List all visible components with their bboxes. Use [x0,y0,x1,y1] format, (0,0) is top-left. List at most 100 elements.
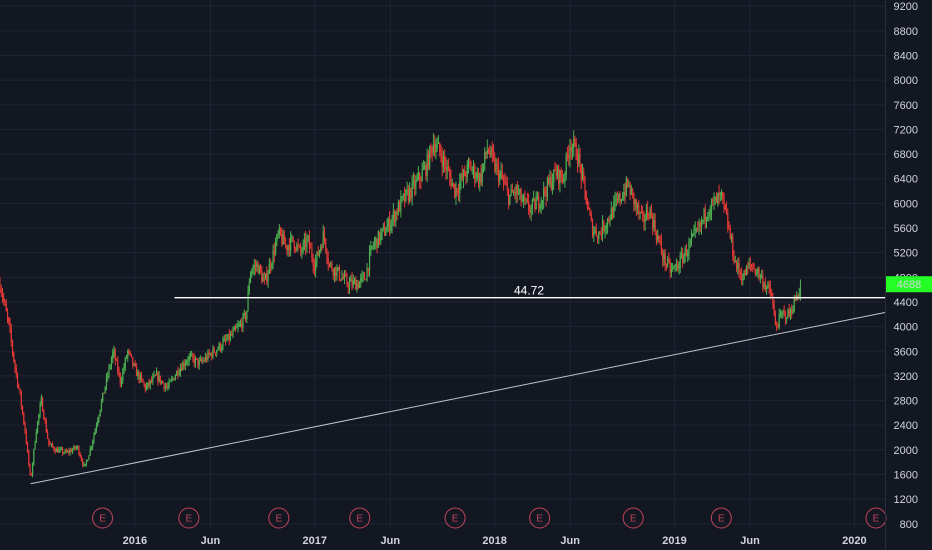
candle-body [407,189,409,201]
candle-body [375,238,377,243]
trend-line [30,311,886,485]
candle-body [606,218,609,227]
candle-body [604,228,606,232]
time-axis[interactable]: 2016 Jun 2017 Jun 2018 Jun 2019 Jun 2020 [123,535,867,547]
candle-body [586,204,589,208]
candle-body [89,448,91,456]
candle-body [268,263,270,275]
candle-body [243,312,245,315]
time-tick-label: 2019 [662,535,686,547]
candle-body [553,169,555,183]
candle-body [108,367,110,376]
candle-body [761,275,763,277]
candle-body [26,443,29,452]
candle-body [395,211,397,222]
last-price-label: 4688 [897,279,921,291]
candle-body [727,214,729,228]
candle-body [140,375,143,379]
candle-body [59,449,61,451]
candle-body [93,434,95,442]
candle-body [535,200,537,210]
candle-body [397,202,399,215]
candle-body [687,252,689,256]
candle-body [402,194,404,197]
candle-body [730,236,733,239]
candle-body [43,411,45,419]
candle-body [41,397,44,412]
candle-body [60,449,62,451]
candle-body [214,352,217,354]
candle-body [424,165,426,169]
candle-body [788,309,790,316]
earnings-marker-label: E [630,514,637,525]
candle-body [217,348,219,351]
candle-body [752,266,754,269]
candle-body [291,236,293,238]
candle-body [207,352,209,360]
candle-body [328,263,331,265]
candle-body [125,357,128,359]
candle-body [177,370,179,375]
candle-body [462,170,465,179]
candle-body [774,314,777,326]
earnings-marker-label: E [452,514,459,525]
candle-body [117,360,119,372]
candle-body [199,359,202,361]
candle-body [196,358,198,360]
candle-body [644,219,646,223]
candle-body [4,300,6,304]
candle-body [1,293,4,298]
candle-body [545,193,547,197]
price-tick-label: 6800 [894,149,918,161]
candle-body [558,166,560,184]
candle-body [44,418,46,422]
candle-body [541,200,544,202]
last-price-badge [886,276,932,293]
candle-body [714,196,716,200]
price-axis[interactable]: 800 1200 1600 2000 2400 2800 3200 3600 4000 4400 4… [885,0,932,550]
candle-body [172,378,174,380]
candle-body [639,212,641,214]
candle-body [257,263,259,274]
candle-body [274,243,277,255]
candle-body [310,247,312,249]
candle-body [484,151,486,164]
candle-body [487,149,490,153]
candle-body [229,334,232,341]
candle-body [530,207,532,213]
candle-body [124,358,126,368]
candle-body [613,202,615,218]
candle-body [301,251,303,253]
candle-body [99,409,101,416]
candle-body [506,185,508,190]
candle-body [391,218,393,225]
candle-body [331,263,333,271]
candle-body [148,382,150,386]
candle-body [386,226,388,233]
candle-body [618,194,620,201]
candle-body [173,378,175,380]
candle-body [652,216,654,229]
candle-body [85,461,88,464]
candle-body [13,352,15,362]
price-tick-label: 2800 [894,396,918,408]
candle-body [451,183,453,187]
candle-body [672,267,674,270]
candle-body [631,188,634,193]
candle-body [174,375,176,380]
candle-body [128,350,130,352]
candle-body [781,313,783,315]
candle-body [719,192,721,196]
candle-body [232,330,234,335]
candle-body [222,341,224,348]
candle-body [67,451,69,453]
candle-body [343,274,346,279]
candle-body [150,380,153,382]
candle-body [184,363,186,366]
candle-body [595,228,597,236]
candle-body [362,274,364,276]
candle-body [288,245,290,251]
candle-body [135,366,138,377]
